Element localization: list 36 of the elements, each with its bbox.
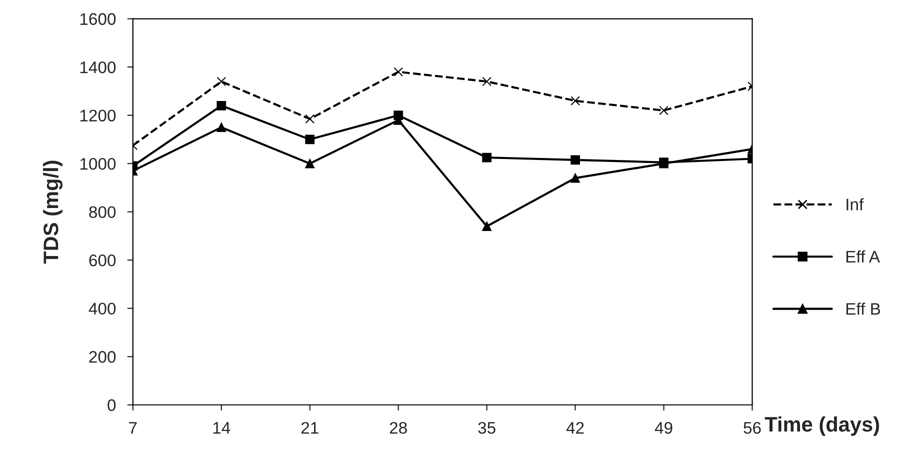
x-axis-title: Time (days): [764, 416, 880, 436]
x-tick-label: 21: [301, 422, 318, 434]
point: [482, 76, 492, 86]
y-tick-label: 800: [89, 206, 116, 218]
y-tick-label: 600: [89, 254, 116, 266]
point: [570, 96, 580, 106]
y-tick-label: 200: [89, 351, 116, 363]
point: [305, 134, 315, 144]
x-tick-label: 49: [654, 422, 672, 434]
point: [570, 155, 580, 165]
point: [305, 158, 315, 168]
y-tick-label: 1600: [80, 13, 116, 25]
point: [570, 173, 580, 183]
y-tick-label: 1200: [80, 110, 116, 122]
x-tick-label: 7: [129, 422, 137, 434]
x-tick-label: 35: [478, 422, 496, 434]
legend-label: Eff A: [846, 250, 880, 262]
point: [482, 222, 492, 231]
point: [216, 76, 226, 86]
point: [394, 67, 404, 77]
y-tick-label: 400: [88, 302, 116, 315]
point: [216, 100, 226, 110]
x-tick-label: 28: [390, 422, 407, 434]
y-tick-label: 1000: [80, 158, 116, 170]
x-tick-label: 42: [566, 422, 584, 434]
x-tick-label: 56: [744, 422, 761, 434]
y-tick-label: 0: [108, 399, 116, 412]
legend-label: Inf: [846, 198, 864, 210]
point: [216, 122, 226, 132]
x-tick-label: 14: [213, 422, 230, 434]
y-tick-label: 1400: [80, 61, 116, 74]
point: [482, 152, 492, 162]
y-axis-title: TDS (mg/l): [42, 160, 63, 264]
legend-label: Eff B: [846, 302, 880, 315]
point: [305, 114, 315, 124]
point: [659, 106, 668, 116]
